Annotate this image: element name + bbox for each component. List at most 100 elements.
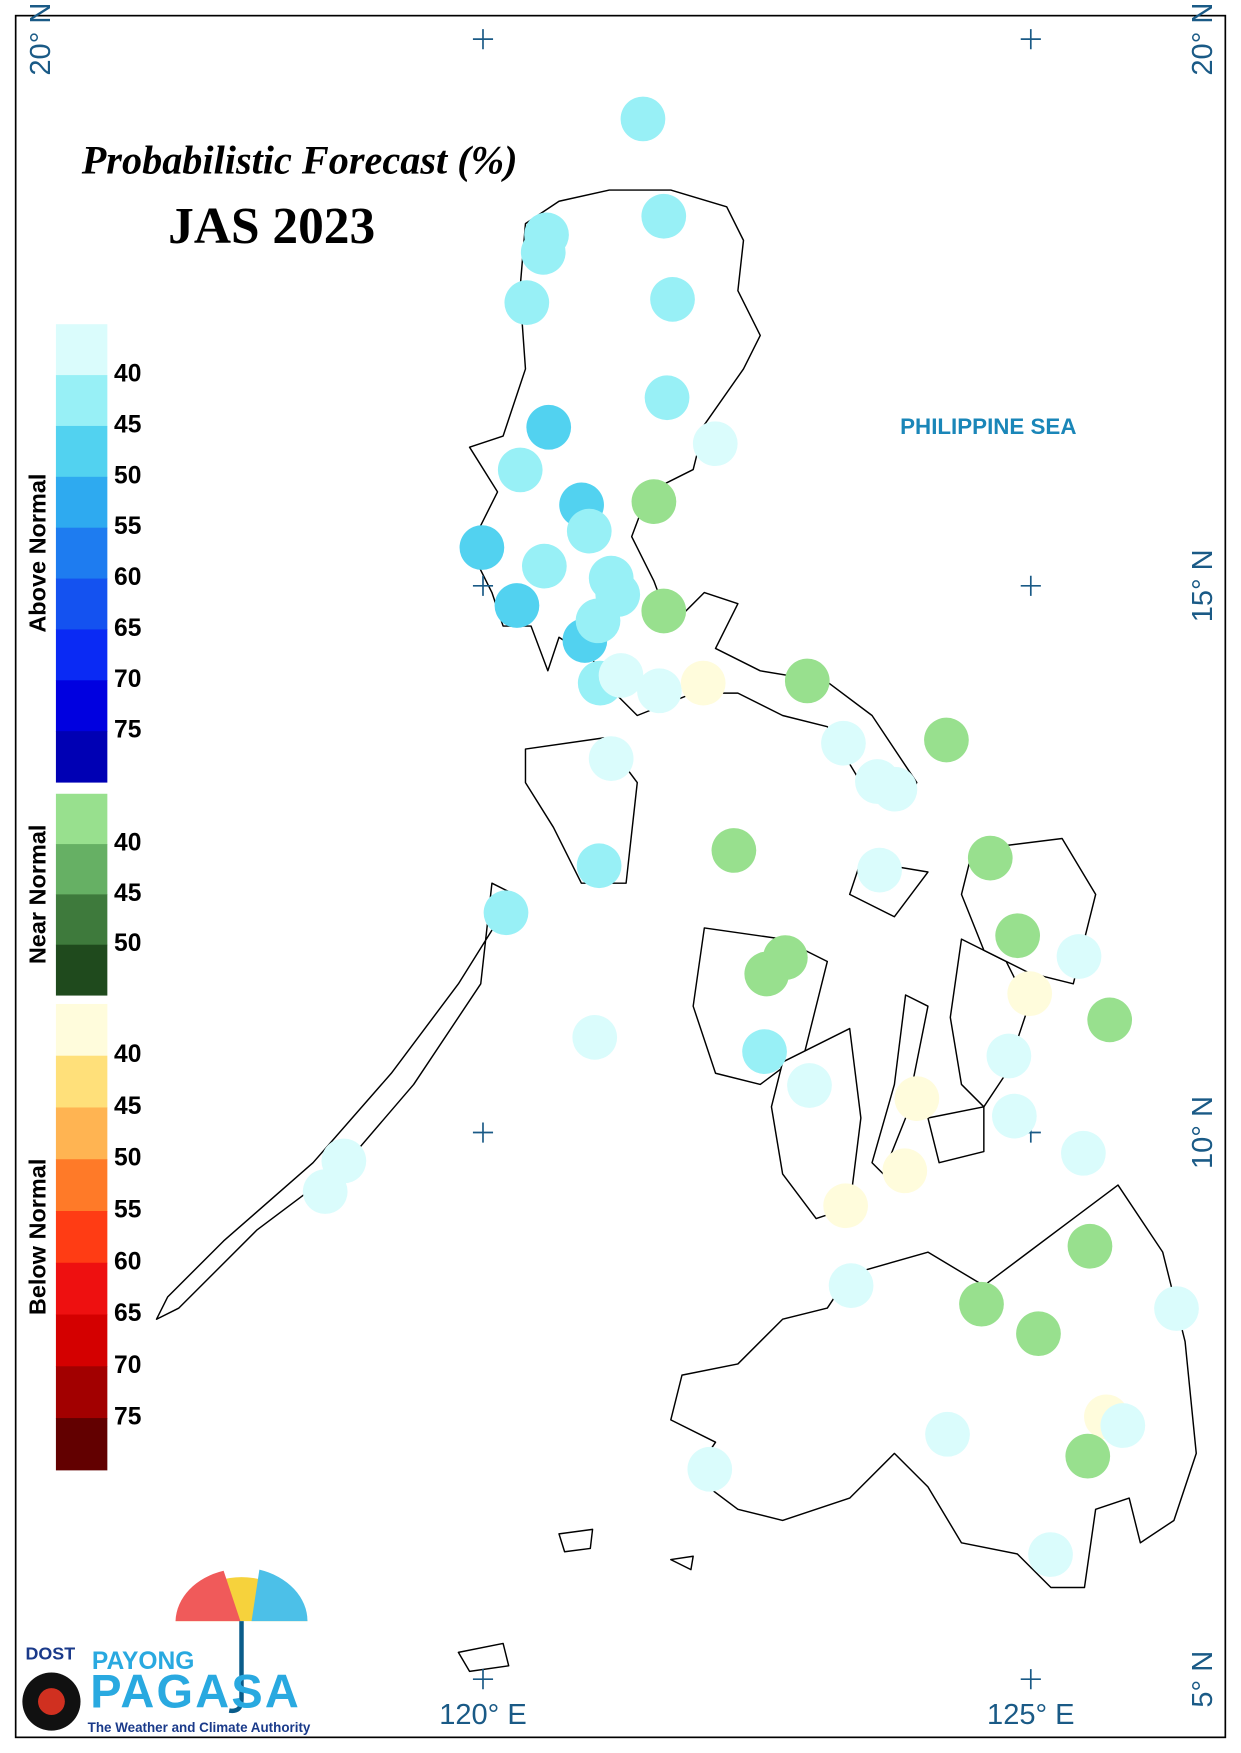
- station: [641, 193, 687, 239]
- grid-cross: [472, 575, 494, 596]
- station: [302, 1169, 348, 1214]
- station: [925, 1411, 970, 1457]
- station: [924, 717, 969, 763]
- logo-agency: DOST: [25, 1643, 75, 1663]
- color-bin: [55, 894, 108, 946]
- grid-cross: [1020, 29, 1041, 50]
- lat-label: 15° N: [1187, 549, 1219, 622]
- station: [504, 280, 550, 325]
- legend-tick: 40: [114, 1041, 141, 1068]
- legend-tick: 65: [114, 615, 141, 642]
- station: [575, 598, 621, 644]
- station: [857, 847, 902, 893]
- station: [644, 375, 690, 421]
- subtitle: JAS 2023: [168, 198, 375, 255]
- station: [882, 1148, 928, 1194]
- color-bin: [55, 1262, 108, 1316]
- umbrella-handle: [228, 1621, 244, 1714]
- station: [637, 668, 682, 714]
- dost-seal-center: [38, 1688, 65, 1715]
- station: [1007, 971, 1053, 1017]
- color-bin: [55, 425, 108, 478]
- color-bin: [55, 324, 108, 376]
- legend-tick: 70: [114, 666, 141, 693]
- station: [1065, 1433, 1111, 1479]
- station: [1100, 1403, 1146, 1448]
- umbrella-panel: [175, 1570, 241, 1622]
- station: [1028, 1532, 1073, 1577]
- station: [742, 1029, 787, 1074]
- station: [986, 1033, 1032, 1079]
- station: [872, 766, 918, 812]
- legend-tick: 45: [114, 880, 141, 907]
- color-bin: [55, 375, 108, 427]
- station: [1087, 997, 1133, 1043]
- station: [459, 525, 505, 570]
- grid-cross: [1020, 575, 1041, 596]
- color-bin: [55, 844, 108, 895]
- umbrella-panel: [251, 1569, 308, 1622]
- color-bin: [55, 1366, 108, 1419]
- station: [1061, 1130, 1106, 1176]
- station: [787, 1063, 832, 1108]
- station: [744, 951, 790, 997]
- legend-tick: 40: [114, 830, 141, 857]
- logo-tagline: The Weather and Climate Authority: [88, 1720, 311, 1735]
- legend-tick: 45: [114, 1093, 141, 1120]
- station: [598, 653, 644, 698]
- station: [650, 276, 695, 322]
- color-bin: [55, 527, 108, 580]
- lon-label: 125° E: [987, 1699, 1075, 1731]
- logo-brand: PAGASA: [90, 1664, 301, 1717]
- station: [620, 96, 666, 142]
- station: [995, 913, 1041, 959]
- legend-tick: 60: [114, 564, 141, 591]
- color-bin: [55, 731, 108, 783]
- station: [494, 583, 540, 628]
- legend-tick: 45: [114, 411, 141, 438]
- station: [992, 1093, 1037, 1139]
- legend-tick: 50: [114, 1145, 141, 1172]
- legend-section-label: Near Normal: [24, 825, 50, 965]
- lat-label: 20° N: [1187, 3, 1219, 76]
- legend-tick: 40: [114, 361, 141, 388]
- station: [1154, 1286, 1199, 1331]
- legend-tick: 75: [114, 717, 141, 744]
- title: Probabilistic Forecast (%): [81, 138, 518, 183]
- station: [680, 660, 726, 706]
- station: [526, 404, 572, 450]
- color-bin: [55, 1003, 108, 1057]
- grid-cross: [472, 1122, 494, 1143]
- station: [894, 1076, 940, 1121]
- station: [967, 835, 1013, 881]
- station: [828, 1263, 874, 1308]
- station: [687, 1446, 733, 1492]
- lat-label: 10° N: [1187, 1096, 1219, 1169]
- station: [566, 508, 612, 554]
- station: [520, 229, 566, 275]
- legend-tick: 55: [114, 513, 141, 540]
- color-bin: [55, 680, 108, 732]
- color-bin: [55, 944, 108, 996]
- station: [631, 479, 677, 524]
- logo-brand-top: PAYONG: [92, 1648, 194, 1675]
- station: [784, 658, 830, 704]
- legend-tick: 50: [114, 930, 141, 957]
- station: [641, 588, 687, 634]
- station: [521, 543, 567, 589]
- sea-label: PHILIPPINE SEA: [900, 414, 1076, 439]
- station: [1067, 1223, 1113, 1269]
- grid-cross: [472, 29, 494, 50]
- legend-tick: 50: [114, 462, 141, 489]
- color-bin: [55, 1418, 108, 1471]
- legend-tick: 55: [114, 1197, 141, 1224]
- station: [1056, 934, 1102, 979]
- color-bin: [55, 629, 108, 681]
- legend-tick: 75: [114, 1404, 141, 1431]
- station: [588, 736, 634, 781]
- lat-label: 20° N: [25, 3, 57, 76]
- station: [572, 1015, 618, 1060]
- station: [497, 447, 543, 493]
